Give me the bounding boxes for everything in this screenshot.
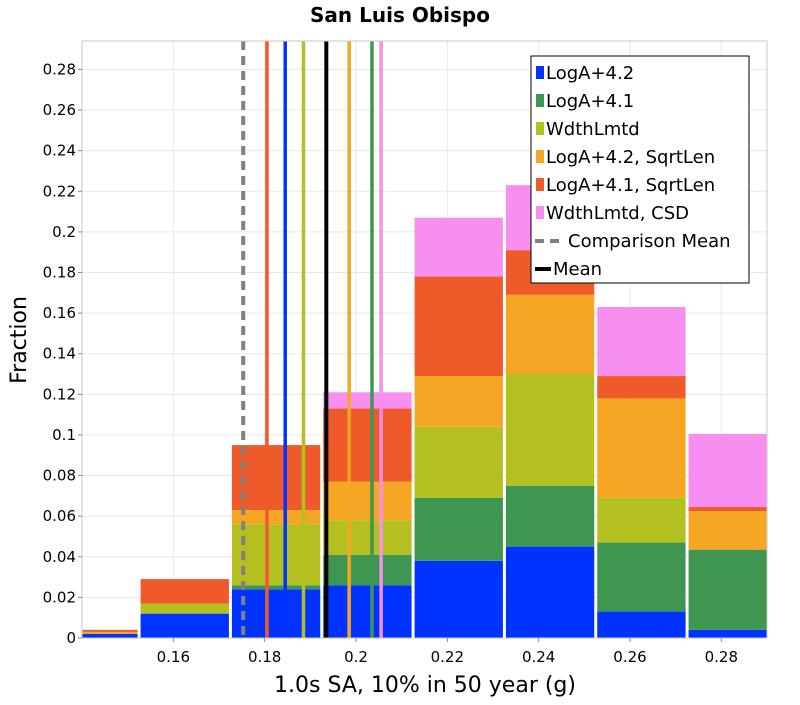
bar-segment xyxy=(505,546,595,638)
y-tick-label: 0.16 xyxy=(43,304,76,322)
bar-segment xyxy=(231,589,321,638)
y-tick-label: 0.08 xyxy=(43,467,76,485)
x-tick-label: 0.22 xyxy=(431,648,464,666)
bar-segment xyxy=(323,585,412,638)
legend-label: WdthLmtd, CSD xyxy=(546,203,689,224)
bar-segment xyxy=(597,611,686,638)
bar-segment xyxy=(82,631,138,634)
legend-label: WdthLmtd xyxy=(546,119,640,140)
legend-label: Mean xyxy=(553,259,602,280)
bar-segment xyxy=(231,524,321,586)
legend-label: LogA+4.2 xyxy=(546,63,634,84)
bar-segment xyxy=(780,632,800,638)
y-tick-label: 0.02 xyxy=(43,588,76,606)
bar-segment xyxy=(414,560,503,638)
bar-segment xyxy=(688,511,767,550)
y-tick-label: 0.2 xyxy=(52,223,76,241)
legend-swatch xyxy=(536,150,544,163)
bar-segment xyxy=(414,426,503,498)
chart-title: San Luis Obispo xyxy=(310,3,490,27)
bar-segment xyxy=(414,376,503,427)
legend-label: LogA+4.1 xyxy=(546,91,634,112)
bar-segment xyxy=(323,554,412,586)
y-tick-label: 0.22 xyxy=(43,182,76,200)
legend-swatch xyxy=(536,94,544,107)
bar-segment xyxy=(505,485,595,547)
bar-segment xyxy=(140,613,229,638)
bar-segment xyxy=(231,510,321,525)
bar-segment xyxy=(140,579,229,604)
bar-segment xyxy=(323,408,412,482)
bar-segment xyxy=(780,593,800,596)
x-tick-label: 0.24 xyxy=(522,648,555,666)
y-tick-label: 0.18 xyxy=(43,263,76,281)
legend-swatch xyxy=(536,122,544,135)
bar-segment xyxy=(780,557,800,594)
y-tick-label: 0.24 xyxy=(43,142,76,160)
y-axis-label: Fraction xyxy=(7,296,32,384)
bar-segment xyxy=(597,398,686,498)
bar-segment xyxy=(688,507,767,512)
legend-swatch xyxy=(536,206,544,219)
bar-segment xyxy=(597,497,686,543)
legend-box xyxy=(530,55,750,284)
y-tick-label: 0.04 xyxy=(43,548,76,566)
bar-segment xyxy=(414,497,503,561)
bar-segment xyxy=(140,603,229,614)
x-tick-label: 0.16 xyxy=(157,648,190,666)
y-tick-label: 0.14 xyxy=(43,345,76,363)
bar-segment xyxy=(231,445,321,511)
bar-segment xyxy=(505,374,595,486)
y-tick-label: 0.12 xyxy=(43,385,76,403)
bar-segment xyxy=(780,613,800,632)
bar-segment xyxy=(414,217,503,277)
plot-frame xyxy=(81,40,768,639)
bar-segment xyxy=(323,392,412,409)
y-tick-label: 0.06 xyxy=(43,507,76,525)
x-tick-label: 0.26 xyxy=(613,648,646,666)
y-tick-label: 0 xyxy=(66,629,76,647)
bar-segment xyxy=(780,607,800,613)
y-tick-label: 0.1 xyxy=(52,426,76,444)
legend: LogA+4.2 LogA+4.1 WdthLmtd LogA+4.2, SqrtLe… xyxy=(530,55,750,284)
bar-segment xyxy=(82,633,138,638)
legend-swatch xyxy=(536,178,544,191)
bar-segment xyxy=(505,294,595,375)
bar-segment xyxy=(597,542,686,612)
x-axis-label: 1.0s SA, 10% in 50 year (g) xyxy=(274,673,576,698)
mean-lines-group xyxy=(241,41,383,638)
bar-segment xyxy=(231,585,321,590)
bar-segment xyxy=(82,629,138,632)
bar-segment xyxy=(597,307,686,377)
bar-segment xyxy=(597,376,686,399)
legend-swatch xyxy=(536,66,544,79)
x-tick-label: 0.28 xyxy=(705,648,738,666)
bar-segment xyxy=(688,433,767,508)
legend-label: LogA+4.2, SqrtLen xyxy=(546,147,715,168)
bar-segment xyxy=(414,276,503,377)
bar-segment xyxy=(323,481,412,521)
bar-segment xyxy=(688,629,767,638)
y-tick-label: 0.28 xyxy=(43,60,76,78)
legend-label: Comparison Mean xyxy=(568,231,731,252)
bar-segment xyxy=(688,549,767,630)
bar-segment xyxy=(323,520,412,555)
legend-label: LogA+4.1, SqrtLen xyxy=(546,175,715,196)
x-tick-label: 0.18 xyxy=(248,648,281,666)
y-tick-label: 0.26 xyxy=(43,101,76,119)
bar-segment xyxy=(780,596,800,606)
x-tick-label: 0.2 xyxy=(344,648,368,666)
